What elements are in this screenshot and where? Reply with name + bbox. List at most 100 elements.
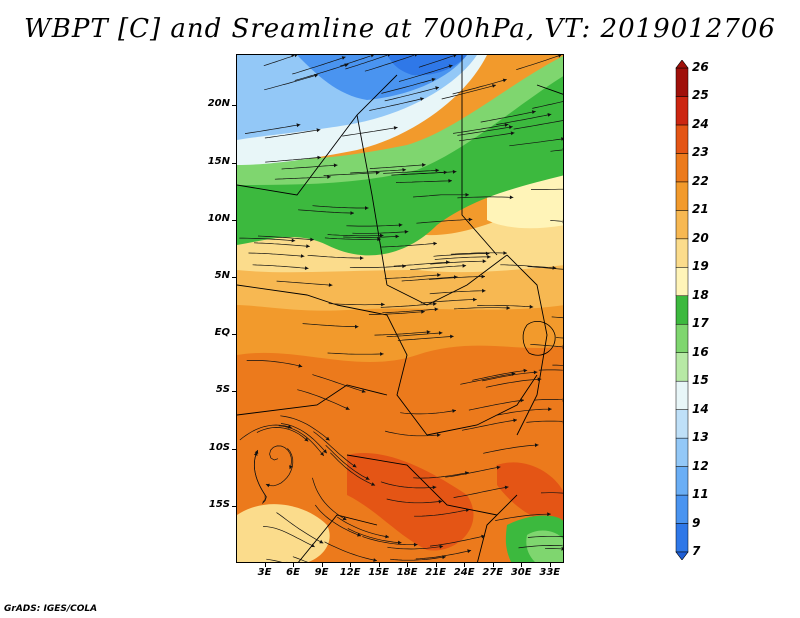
streamline-arrow	[562, 397, 563, 402]
streamline-arrow	[325, 436, 330, 441]
wbpt-patch-red-south	[347, 453, 474, 551]
streamline	[263, 526, 315, 548]
streamline-arrow	[547, 512, 551, 517]
streamline	[495, 513, 551, 521]
streamline-arrow	[435, 86, 439, 90]
streamline-arrow	[467, 549, 472, 554]
streamline	[269, 445, 292, 470]
colorbar-label: 24	[692, 116, 709, 131]
lat-tick	[232, 505, 236, 507]
colorbar-label: 17	[692, 316, 709, 331]
colorbar-label: 18	[692, 287, 709, 302]
streamline-arrow	[311, 562, 315, 563]
streamline	[400, 410, 457, 415]
streamline	[263, 55, 295, 67]
streamline	[343, 235, 400, 238]
streamline-arrow	[439, 544, 444, 549]
streamline-arrow	[443, 170, 448, 175]
lon-tick	[435, 563, 437, 567]
streamline	[281, 164, 338, 170]
streamline-arrow	[448, 178, 452, 183]
streamline	[253, 242, 310, 247]
streamline	[382, 308, 439, 314]
colorbar-top-arrow	[675, 59, 689, 69]
streamline	[416, 219, 473, 224]
streamline-arrow	[365, 476, 370, 480]
streamline-arrow	[370, 55, 374, 58]
streamline-arrow	[487, 255, 491, 259]
streamline-arrow	[381, 302, 385, 307]
streamline	[256, 427, 309, 442]
streamline-arrow	[450, 334, 454, 339]
chart-title: WBPT [C] and Sreamline at 700hPa, VT: 20…	[24, 14, 776, 44]
streamline	[385, 430, 441, 437]
lon-label: 3E	[257, 567, 272, 578]
streamline-arrow	[319, 539, 324, 544]
colorbar-label: 19	[692, 259, 709, 274]
streamline-arrow	[496, 465, 501, 470]
colorbar-segment	[675, 494, 689, 524]
streamline	[368, 311, 425, 315]
streamline-arrow	[306, 244, 310, 249]
streamline	[530, 343, 563, 348]
streamline-arrow	[291, 55, 294, 58]
streamline-arrow	[509, 195, 514, 200]
streamline	[380, 303, 437, 308]
lat-label: 15N	[207, 155, 230, 167]
streamline	[244, 124, 301, 134]
streamline-arrow	[452, 409, 456, 413]
wbpt-patch-red-east	[497, 462, 563, 525]
streamline-arrow	[316, 128, 321, 133]
lat-tick	[232, 105, 236, 107]
colorbar-segment	[675, 437, 689, 467]
streamline	[453, 124, 509, 134]
streamline	[454, 307, 511, 310]
streamline	[526, 420, 563, 423]
colorbar-segment	[675, 181, 689, 211]
lat-label: 20N	[207, 98, 230, 110]
colorbar-label: 21	[692, 202, 709, 217]
streamline-arrow	[265, 483, 270, 488]
streamline-arrow	[342, 516, 347, 520]
streamline-arrow	[465, 192, 469, 197]
streamline-arrow	[533, 370, 538, 375]
streamline-arrow	[481, 534, 485, 539]
streamline-arrow	[414, 55, 417, 57]
lon-label: 18E	[396, 567, 418, 578]
streamline-arrow	[317, 155, 321, 160]
streamline	[429, 535, 486, 547]
streamline	[386, 332, 443, 338]
streamline	[349, 265, 406, 268]
colorbar-label: 23	[692, 145, 709, 160]
streamline	[384, 86, 440, 102]
streamline	[239, 424, 292, 441]
streamline	[460, 373, 516, 385]
lon-tick	[378, 563, 380, 567]
colorbar-segment	[675, 153, 689, 183]
colorbar-segment	[675, 466, 689, 496]
lon-tick	[321, 563, 323, 567]
streamline	[445, 466, 501, 478]
streamline-arrow	[562, 219, 563, 224]
streamline-arrow	[289, 465, 293, 470]
streamline-arrow	[434, 307, 439, 312]
streamline-arrow	[304, 437, 309, 442]
streamline	[414, 509, 470, 517]
streamline-arrow	[298, 363, 303, 368]
streamline	[297, 389, 350, 410]
wbpt-map	[237, 55, 563, 563]
streamline-arrow	[462, 263, 467, 268]
streamline-arrow	[523, 368, 528, 373]
streamline	[534, 399, 563, 401]
streamline	[496, 113, 552, 125]
streamline-arrow	[482, 259, 487, 264]
colorbar-segment	[675, 523, 689, 553]
streamline	[384, 274, 441, 279]
lon-label: 9E	[314, 567, 329, 578]
streamline	[278, 425, 325, 457]
grads-credit: GrADS: IGES/COLA	[4, 604, 98, 614]
streamline	[398, 64, 453, 82]
streamline-arrow	[504, 485, 509, 490]
colorbar-label: 11	[692, 487, 709, 502]
streamline-arrow	[520, 398, 524, 403]
